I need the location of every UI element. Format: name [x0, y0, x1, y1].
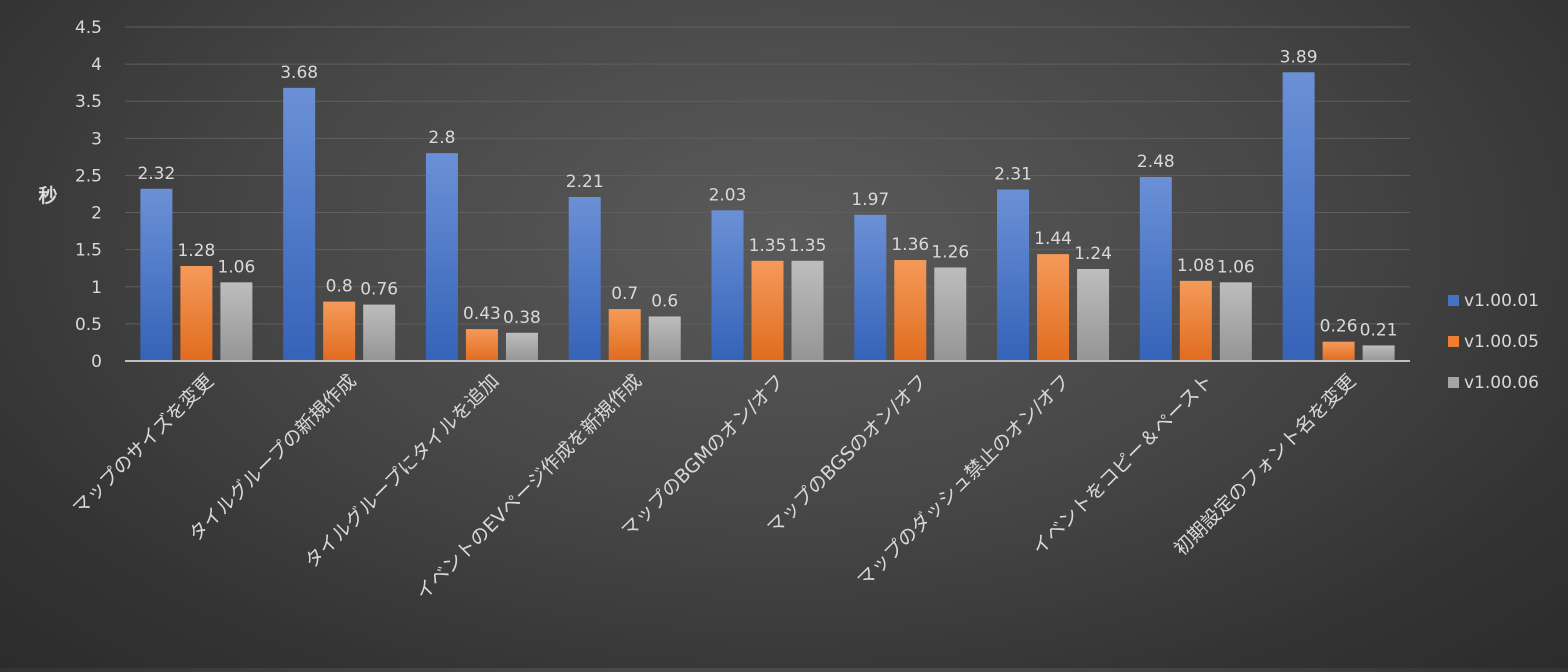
gridlines: [125, 26, 1410, 325]
legend-swatch-v1-00-05: [1448, 336, 1459, 347]
bar-v1-00-01-0[interactable]: [140, 188, 173, 361]
y-tick-label: 4.5: [75, 18, 102, 38]
data-label: 0.21: [1360, 320, 1398, 340]
bar-v1-00-06-2[interactable]: [505, 332, 538, 361]
bar-v1-00-06-0[interactable]: [220, 282, 253, 361]
data-label: 2.03: [709, 185, 747, 205]
bar-v1-00-05-2[interactable]: [465, 329, 498, 361]
data-labels: 2.321.281.063.680.8 0.762.80.43 0.382.210.…: [137, 47, 1397, 340]
bar-v1-00-06-7[interactable]: [1219, 282, 1252, 361]
y-tick-label: 0.5: [75, 315, 102, 335]
bar-v1-00-05-1[interactable]: [323, 301, 356, 361]
legend: v1.00.01 v1.00.05 v1.00.06: [1448, 280, 1563, 403]
y-tick-label: 2: [91, 204, 102, 224]
y-tick-label: 0: [91, 352, 102, 372]
data-label: 1.35: [749, 236, 787, 256]
x-tick-label: マップのBGSのオン/オフ: [763, 370, 932, 539]
data-label: 1.24: [1074, 244, 1112, 264]
bar-v1-00-01-8[interactable]: [1282, 72, 1315, 361]
legend-label-v1-00-05: v1.00.05: [1464, 331, 1539, 352]
data-label: 0.8: [326, 277, 353, 297]
data-label: 1.08: [1177, 256, 1215, 276]
y-axis-label: 秒: [38, 184, 57, 207]
data-label: 0.76: [360, 280, 398, 300]
data-label: 1.97: [851, 190, 889, 210]
data-label: 1.28: [177, 241, 215, 261]
legend-item-v1-00-06[interactable]: v1.00.06: [1448, 362, 1563, 403]
bar-v1-00-05-8[interactable]: [1322, 341, 1355, 361]
data-label: 0.43: [463, 304, 501, 324]
y-tick-label: 1: [91, 278, 102, 298]
data-label: 1.06: [217, 257, 255, 277]
y-tick-label: 3: [91, 129, 102, 149]
bar-v1-00-01-6[interactable]: [997, 189, 1030, 361]
y-tick-label: 2.5: [75, 166, 102, 186]
data-label: 2.8: [428, 128, 455, 148]
x-tick-label: タイルグループの新規作成: [185, 370, 361, 546]
data-label: 0.26: [1320, 317, 1358, 337]
x-tick-label: イベントのEVページ作成を新規作成: [412, 370, 646, 604]
bar-v1-00-06-8[interactable]: [1362, 345, 1395, 361]
data-label: 2.31: [994, 165, 1032, 185]
legend-item-v1-00-05[interactable]: v1.00.05: [1448, 321, 1563, 362]
data-label: 1.06: [1217, 257, 1255, 277]
data-label: 1.44: [1034, 229, 1072, 249]
data-label: 2.21: [566, 172, 604, 192]
legend-label-v1-00-01: v1.00.01: [1464, 290, 1539, 311]
bar-v1-00-01-1[interactable]: [283, 87, 316, 362]
bars: [140, 72, 1395, 362]
bar-v1-00-01-3[interactable]: [568, 196, 601, 361]
bar-v1-00-01-7[interactable]: [1139, 176, 1172, 361]
data-label: 1.35: [789, 236, 827, 256]
bar-v1-00-01-2[interactable]: [425, 153, 458, 361]
bar-v1-00-05-4[interactable]: [751, 260, 784, 361]
x-tick-label: マップのサイズを変更: [68, 370, 218, 520]
y-tick-label: 1.5: [75, 241, 102, 261]
bar-v1-00-01-5[interactable]: [854, 214, 887, 361]
data-label: 3.89: [1280, 47, 1318, 67]
legend-item-v1-00-01[interactable]: v1.00.01: [1448, 280, 1563, 321]
data-label: 2.32: [137, 164, 175, 184]
x-tick-label: マップのBGMのオン/オフ: [617, 370, 789, 542]
bar-v1-00-06-3[interactable]: [648, 316, 681, 361]
data-label: 0.6: [651, 291, 678, 311]
y-axis-ticks: 0 0.5 1 1.5 2 2.5 3 3.5 4 4.5: [75, 18, 102, 372]
bar-v1-00-06-5[interactable]: [934, 267, 967, 361]
data-label: 1.36: [891, 235, 929, 255]
bar-v1-00-05-5[interactable]: [894, 260, 927, 361]
bar-v1-00-01-4[interactable]: [711, 210, 744, 361]
bar-v1-00-06-4[interactable]: [791, 260, 824, 361]
data-label: 1.26: [931, 242, 969, 262]
data-label: 3.68: [280, 63, 318, 83]
data-label: 0.38: [503, 308, 541, 328]
legend-label-v1-00-06: v1.00.06: [1464, 372, 1539, 393]
data-label: 0.7: [611, 284, 638, 304]
legend-swatch-v1-00-01: [1448, 295, 1459, 306]
bar-v1-00-06-6[interactable]: [1077, 268, 1110, 361]
x-axis-tick-labels: マップのサイズを変更タイルグループの新規作成タイルグループにタイルを追加イベント…: [68, 370, 1360, 604]
bar-v1-00-05-3[interactable]: [608, 309, 641, 361]
legend-swatch-v1-00-06: [1448, 377, 1459, 388]
bar-v1-00-06-1[interactable]: [363, 304, 396, 361]
y-tick-label: 3.5: [75, 92, 102, 112]
data-label: 2.48: [1137, 152, 1175, 172]
bar-v1-00-05-7[interactable]: [1179, 280, 1212, 361]
y-tick-label: 4: [91, 55, 102, 75]
bar-v1-00-05-6[interactable]: [1037, 254, 1070, 361]
bar-v1-00-05-0[interactable]: [180, 265, 213, 361]
